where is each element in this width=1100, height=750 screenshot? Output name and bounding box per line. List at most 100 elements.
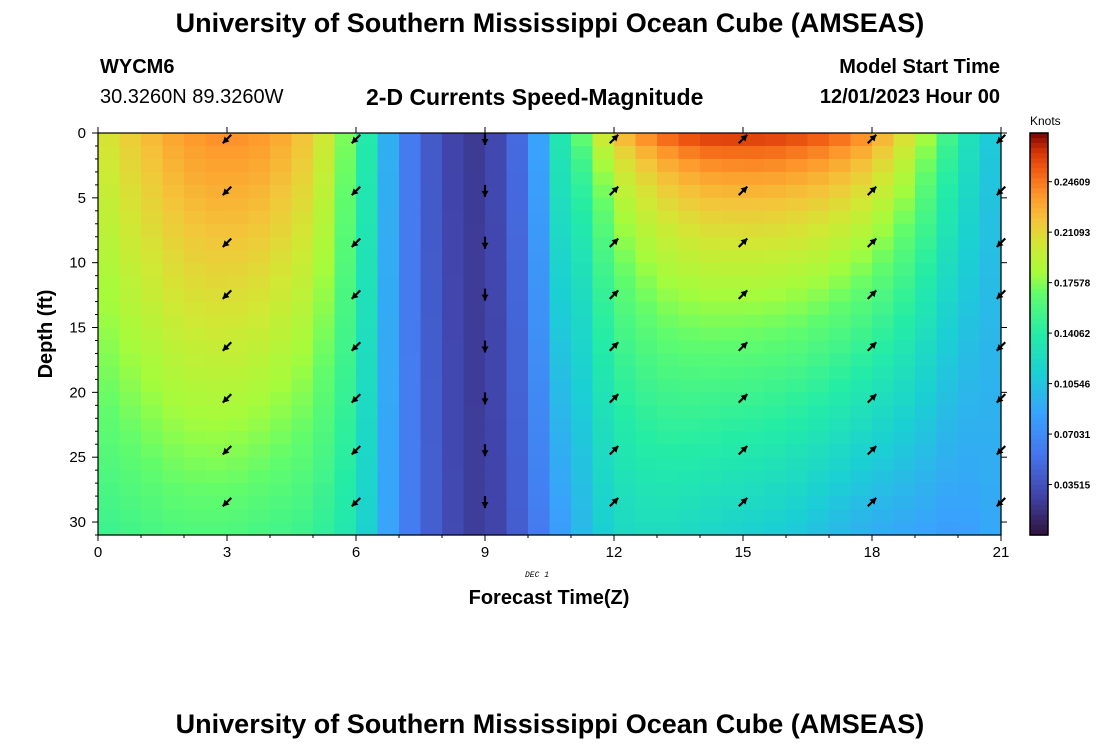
- heatmap-cell: [205, 275, 228, 290]
- heatmap-cell: [850, 405, 873, 419]
- y-tick-label: 0: [78, 125, 86, 142]
- current-arrow: [866, 393, 878, 404]
- heatmap-cell: [700, 171, 723, 186]
- heatmap-cell: [571, 509, 594, 523]
- heatmap-cell: [356, 223, 379, 238]
- heatmap-cell: [721, 431, 744, 445]
- current-arrow: [481, 444, 489, 457]
- colorbar-tick-label: 0.03515: [1054, 481, 1091, 492]
- heatmap-cell: [399, 145, 422, 160]
- heatmap-cell: [270, 184, 293, 199]
- heatmap-cell: [592, 496, 615, 510]
- heatmap-cell: [184, 171, 207, 186]
- heatmap-cell: [936, 249, 959, 264]
- heatmap-cell: [635, 405, 658, 419]
- heatmap-cell: [184, 133, 207, 147]
- arrow-head: [481, 190, 489, 197]
- heatmap-cell: [678, 236, 701, 251]
- heatmap-cell: [657, 444, 680, 458]
- heatmap-cell: [420, 379, 443, 393]
- heatmap-cell: [506, 301, 529, 316]
- heatmap-cell: [334, 379, 357, 393]
- heatmap-cell: [270, 444, 293, 458]
- heatmap-cell: [334, 275, 357, 290]
- heatmap-cell: [485, 171, 508, 186]
- colorbar-segment: [1030, 178, 1048, 184]
- heatmap-cell: [141, 145, 164, 160]
- heatmap-cell: [872, 496, 895, 510]
- heatmap-cell: [528, 366, 551, 380]
- heatmap-cell: [334, 522, 357, 536]
- heatmap-cell: [227, 340, 250, 355]
- heatmap-cell: [571, 184, 594, 199]
- heatmap-cell: [635, 353, 658, 368]
- heatmap-cell: [506, 262, 529, 277]
- heatmap-cell: [248, 275, 271, 290]
- heatmap-cell: [205, 444, 228, 458]
- heatmap-cell: [850, 171, 873, 186]
- heatmap-cell: [700, 236, 723, 251]
- colorbar-segment: [1030, 494, 1048, 501]
- heatmap-cell: [614, 379, 637, 393]
- heatmap-cell: [506, 431, 529, 445]
- heatmap-cell: [786, 145, 809, 160]
- heatmap-cell: [700, 262, 723, 277]
- heatmap-cell: [764, 184, 787, 199]
- heatmap-cell: [463, 457, 486, 471]
- heatmap-cell: [291, 444, 314, 458]
- heatmap-cell: [506, 275, 529, 290]
- heatmap-cell: [829, 275, 852, 290]
- heatmap-cell: [506, 145, 529, 160]
- arrow-head: [996, 136, 1004, 144]
- colorbar-segment: [1030, 268, 1048, 275]
- heatmap-cell: [721, 470, 744, 484]
- heatmap-cell: [356, 327, 379, 342]
- heatmap-cell: [592, 236, 615, 251]
- heatmap-cell: [141, 184, 164, 199]
- heatmap-cell: [829, 301, 852, 316]
- heatmap-cell: [872, 522, 895, 536]
- arrow-head: [611, 134, 619, 142]
- heatmap-cell: [248, 314, 271, 329]
- heatmap-cell: [248, 470, 271, 484]
- heatmap-cell: [571, 145, 594, 160]
- heatmap-cell: [893, 249, 916, 264]
- heatmap-cell: [442, 418, 465, 432]
- heatmap-cell: [270, 301, 293, 316]
- arrow-head: [222, 136, 230, 144]
- heatmap-cell: [915, 171, 938, 186]
- heatmap-cell: [463, 314, 486, 329]
- chart-title: University of Southern Mississippi Ocean…: [175, 8, 925, 38]
- heatmap-cell: [184, 522, 207, 536]
- current-arrow: [221, 237, 233, 248]
- heatmap-cell: [442, 288, 465, 303]
- colorbar-segment: [1030, 288, 1048, 295]
- heatmap-cell: [313, 509, 336, 523]
- heatmap-cell: [571, 353, 594, 368]
- colorbar-segment: [1030, 258, 1048, 265]
- heatmap-cell: [893, 184, 916, 199]
- arrow-head: [996, 344, 1004, 351]
- heatmap-cell: [98, 197, 121, 212]
- heatmap-cell: [506, 133, 529, 147]
- heatmap-cell: [334, 405, 357, 419]
- heatmap-cell: [528, 340, 551, 355]
- heatmap-cell: [786, 470, 809, 484]
- heatmap-cell: [313, 145, 336, 160]
- heatmap-cell: [463, 496, 486, 510]
- heatmap-cell: [291, 133, 314, 147]
- heatmap-cell: [614, 197, 637, 212]
- heatmap-cell: [743, 353, 766, 368]
- heatmap-cell: [915, 262, 938, 277]
- heatmap-cell: [356, 353, 379, 368]
- heatmap-cell: [162, 275, 185, 290]
- heatmap-cell: [119, 470, 142, 484]
- colorbar-segment: [1030, 198, 1048, 204]
- heatmap-cell: [635, 496, 658, 510]
- heatmap-cell: [936, 405, 959, 419]
- heatmap-cell: [205, 483, 228, 497]
- heatmap-cell: [334, 431, 357, 445]
- heatmap-cell: [614, 249, 637, 264]
- colorbar-segment: [1030, 339, 1048, 345]
